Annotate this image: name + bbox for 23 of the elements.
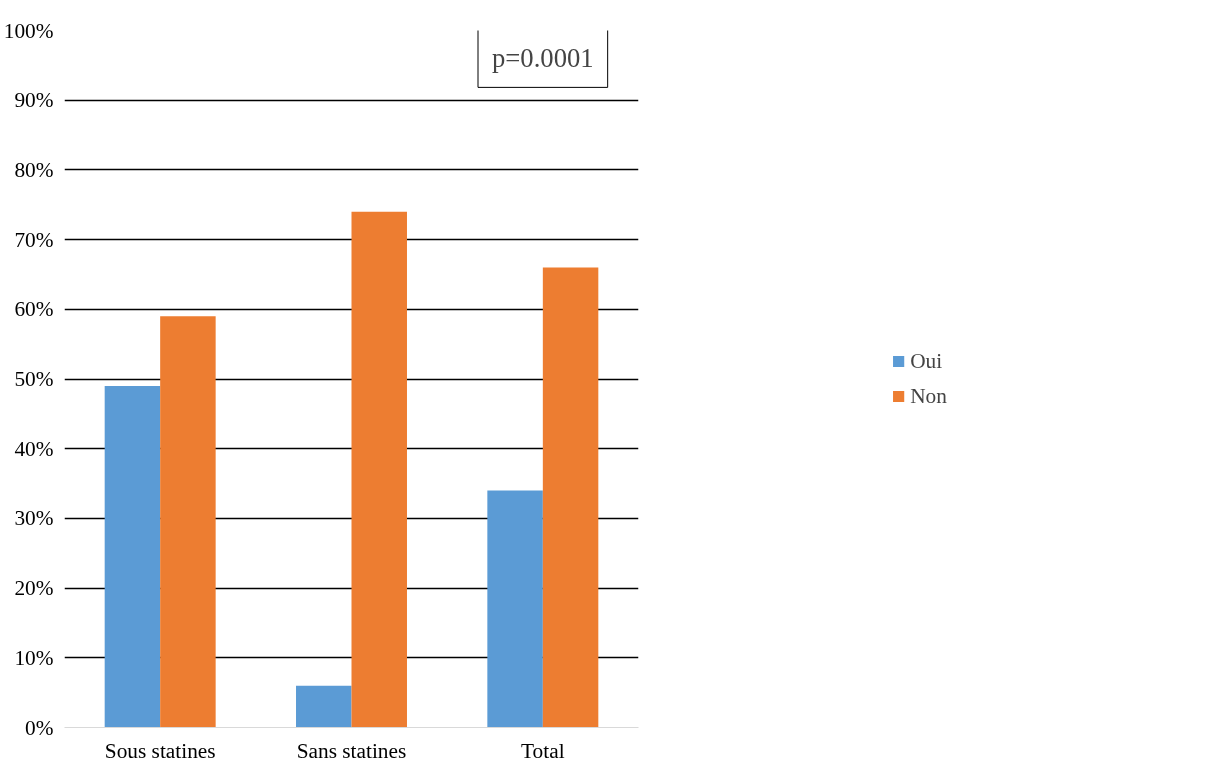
y-tick-label: 30% [14, 506, 54, 531]
y-tick-label: 40% [14, 436, 54, 461]
bar [296, 685, 352, 728]
bar [487, 490, 543, 728]
y-tick-label: 10% [14, 645, 54, 670]
annotation: p=0.0001 [492, 43, 594, 74]
x-tick-label: Sans statines [296, 738, 407, 763]
y-tick-label: 0% [25, 715, 54, 740]
x-tick-label: Sous statines [104, 738, 216, 763]
x-tick-label: Total [521, 738, 565, 763]
y-tick-label: 50% [14, 367, 54, 391]
bar [351, 211, 407, 728]
y-tick-label: 80% [14, 157, 54, 182]
bar [160, 316, 216, 728]
legend-label: Non [910, 383, 947, 409]
y-tick-label: 60% [14, 297, 54, 322]
y-tick-label: 100% [3, 18, 54, 43]
y-tick-label: 90% [14, 88, 54, 113]
bar [104, 385, 161, 728]
legend-label: Oui [910, 348, 943, 374]
y-tick-label: 20% [14, 576, 54, 601]
y-tick-label: 70% [14, 227, 54, 252]
bar [542, 267, 599, 728]
